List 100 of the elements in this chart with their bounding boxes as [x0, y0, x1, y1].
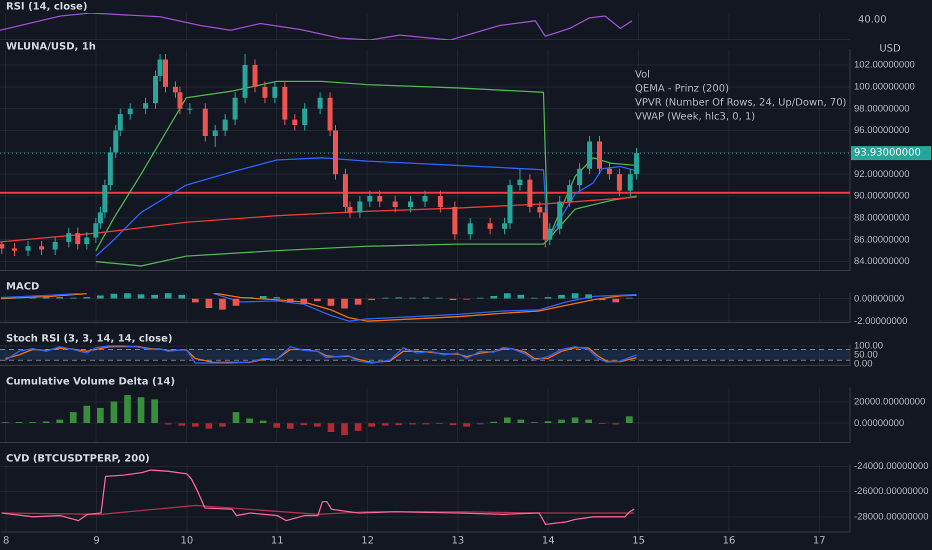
bar — [572, 417, 578, 423]
bar — [354, 423, 362, 431]
bar — [626, 416, 633, 423]
candlestick — [212, 124, 218, 148]
bar — [206, 423, 212, 429]
candlestick — [468, 217, 473, 240]
candlestick — [75, 227, 80, 250]
y-tick-label: 0.00000000 — [854, 418, 904, 429]
chart-title: CVD (BTCUSDTPERP, 200) — [6, 454, 150, 465]
bar — [246, 418, 253, 423]
y-tick-label: 0.00000000 — [854, 293, 904, 304]
x-tick-label: 9 — [93, 536, 100, 547]
y-tick-label: 88.00000000 — [854, 212, 910, 224]
candlestick — [143, 97, 148, 115]
y-tick-label: 86.00000000 — [854, 234, 910, 246]
candlestick — [517, 168, 522, 192]
candlestick — [128, 102, 133, 120]
candlestick — [567, 179, 572, 208]
y-tick-label: -24000.00000000 — [854, 460, 928, 472]
x-tick-label: 10 — [180, 536, 194, 547]
candlestick — [232, 92, 238, 126]
candlestick — [262, 80, 268, 104]
candlestick — [367, 190, 372, 208]
candlestick — [577, 162, 582, 192]
bar — [585, 420, 592, 423]
candlestick — [357, 196, 362, 218]
candlestick — [616, 168, 622, 197]
y-tick-label: 100.00000000 — [854, 81, 915, 92]
y-tick-label: 90.00000000 — [854, 190, 910, 202]
x-tick-label: 13 — [452, 536, 464, 547]
candlestick — [318, 92, 323, 115]
candlestick — [187, 102, 192, 115]
bar — [328, 423, 334, 432]
candlestick — [26, 240, 31, 257]
annotation: VWAP (Week, hlc3, 0, 1) — [635, 112, 756, 123]
candlestick — [377, 190, 382, 208]
x-tick-label: 11 — [270, 536, 284, 547]
x-tick-label: 15 — [632, 536, 645, 547]
candlestick — [272, 80, 278, 104]
candlestick — [39, 240, 44, 256]
bar — [504, 417, 511, 423]
candlestick — [52, 236, 58, 256]
annotation: QEMA - Prinz (200) — [635, 84, 730, 95]
candlestick — [422, 190, 428, 208]
candlestick — [628, 168, 633, 197]
bar — [232, 412, 240, 423]
x-tick-label: 14 — [542, 536, 555, 547]
x-tick-label: 12 — [361, 536, 374, 547]
y-tick-label: 84.00000000 — [854, 256, 910, 268]
x-tick-label: 8 — [2, 536, 10, 547]
y-tick-label: 102.00000000 — [854, 60, 915, 71]
x-tick-label: 16 — [722, 536, 736, 547]
candlestick — [408, 196, 414, 213]
y-axis-title: USD — [879, 44, 901, 55]
bar — [151, 399, 158, 423]
candlestick — [12, 242, 17, 257]
candlestick — [252, 59, 258, 93]
candlestick — [302, 102, 308, 132]
y-tick-label: 50.00 — [854, 350, 878, 361]
bar — [558, 420, 565, 423]
candlestick — [66, 227, 72, 248]
chart-title: WLUNA/USD, 1h — [6, 42, 96, 53]
y-tick-label: 96.00000000 — [854, 125, 910, 136]
chart-title: Stoch RSI (3, 3, 14, 14, close) — [6, 334, 172, 345]
candlestick — [222, 114, 228, 136]
x-tick-label: 17 — [812, 536, 826, 547]
bar — [518, 420, 524, 423]
y-tick-label: 100.00 — [854, 340, 884, 352]
bar — [219, 423, 226, 427]
annotation: VPVR (Number Of Rows, 24, Up/Down, 70) — [635, 98, 847, 109]
chart-title: MACD — [6, 282, 40, 293]
text: 40.00 — [858, 14, 887, 26]
y-tick-label: 0.00 — [854, 358, 872, 370]
bar — [138, 397, 144, 423]
bar — [124, 395, 131, 423]
chart-title: Cumulative Volume Delta (14) — [6, 376, 176, 388]
annotation: Vol — [635, 70, 650, 81]
chart-title: RSI (14, close) — [6, 2, 88, 13]
bar — [56, 420, 64, 423]
ref-line-label: 93.93000000 — [854, 148, 921, 159]
bar — [97, 408, 104, 423]
bar — [286, 423, 294, 429]
y-tick-label: -28000.00000000 — [854, 511, 928, 522]
candlestick — [118, 108, 123, 136]
y-tick-label: -2.00000000 — [854, 316, 908, 327]
candlestick — [0, 240, 4, 254]
bar — [341, 423, 348, 436]
candlestick — [292, 114, 298, 132]
candlestick — [547, 222, 552, 246]
y-tick-label: 92.00000000 — [854, 168, 910, 180]
candlestick — [502, 217, 508, 235]
candlestick — [537, 201, 542, 218]
candlestick — [606, 162, 612, 180]
y-tick-label: 98.00000000 — [854, 103, 910, 114]
y-tick-label: 20000.00000000 — [854, 396, 926, 408]
bar — [70, 412, 77, 423]
bar — [110, 402, 118, 423]
candlestick — [392, 196, 398, 213]
candlestick — [438, 190, 443, 213]
candlestick — [84, 232, 90, 250]
